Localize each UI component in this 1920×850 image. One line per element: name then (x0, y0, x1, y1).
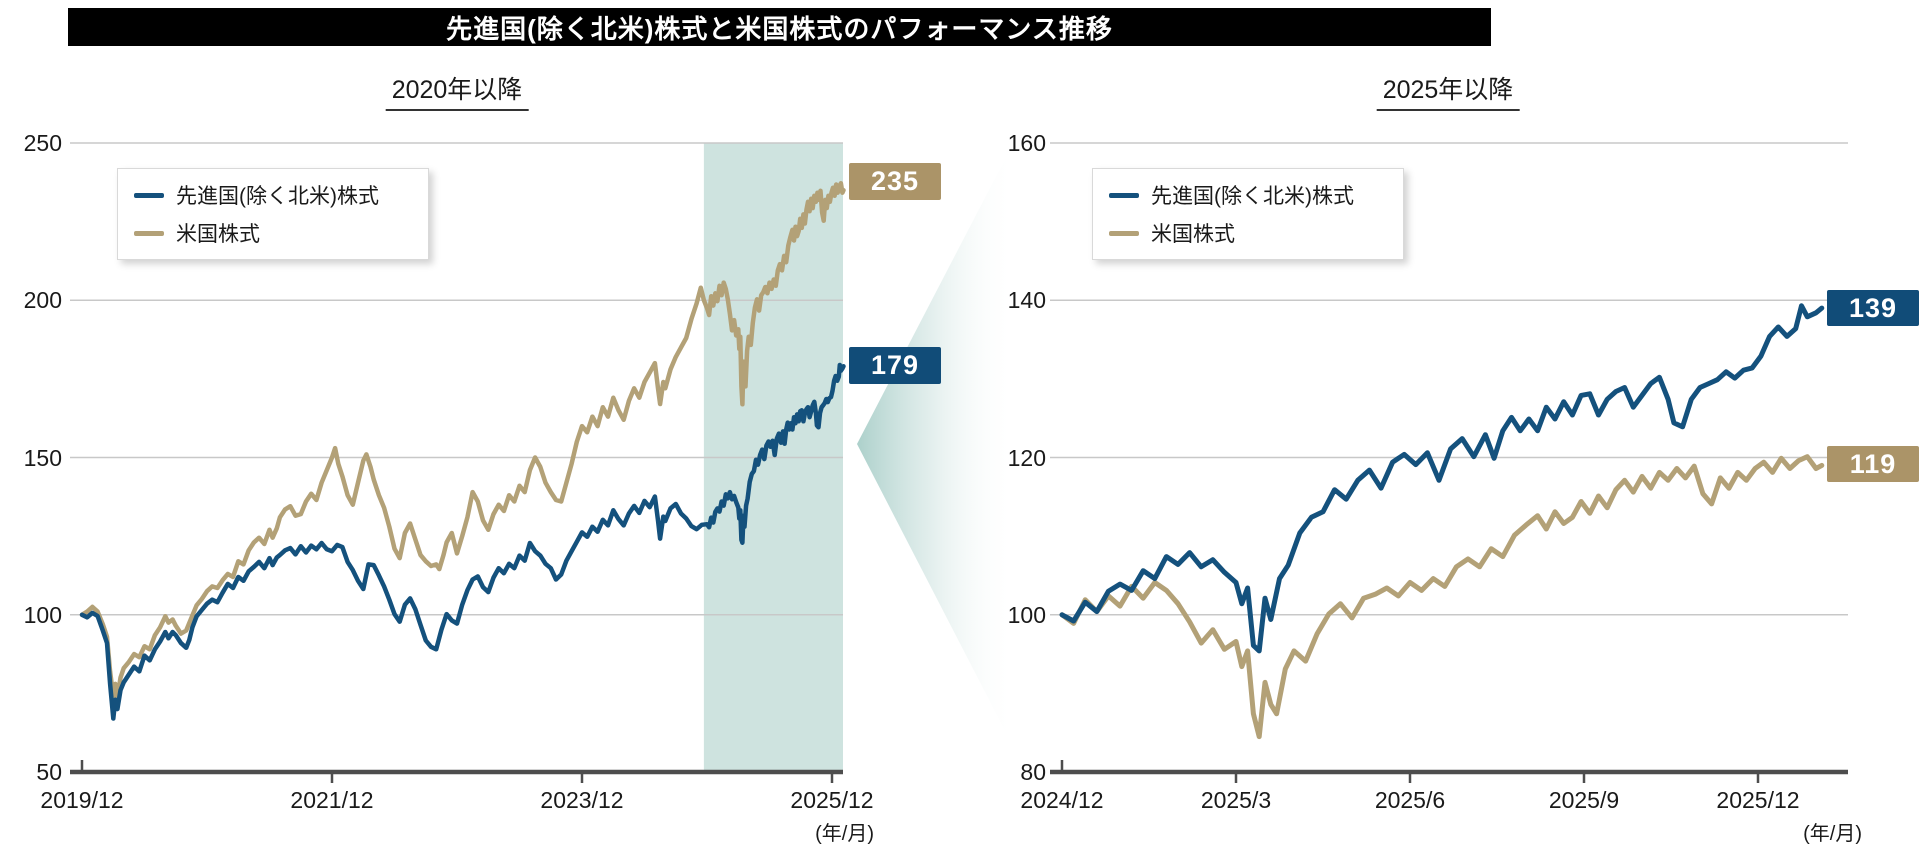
page-title: 先進国(除く北米)株式と米国株式のパフォーマンス推移 (446, 13, 1113, 44)
legend-label-intl: 先進国(除く北米)株式 (176, 185, 379, 208)
legend-label-us: 米国株式 (176, 223, 260, 246)
legend-row-us: 米国株式 (1109, 218, 1387, 248)
right-series-line-us (1059, 454, 1825, 740)
zoom-connector-funnel (857, 140, 1015, 750)
intl-line-swatch (134, 192, 164, 198)
title-bar: 先進国(除く北米)株式と米国株式のパフォーマンス推移 (68, 8, 1491, 46)
right-intl-end-value-badge: 139 (1827, 290, 1919, 326)
legend-row-us: 米国株式 (134, 218, 412, 248)
left-intl-end-value-badge: 179 (849, 347, 941, 384)
right-chart-title: 2025年以降 (1376, 70, 1520, 111)
legend-label-us: 米国株式 (1151, 223, 1235, 246)
legend-row-intl: 先進国(除く北米)株式 (134, 180, 412, 210)
left-chart-title: 2020年以降 (385, 70, 529, 111)
left-series-line-us (79, 181, 846, 701)
left-chart-legend: 先進国(除く北米)株式 米国株式 (117, 168, 429, 260)
left-series-line-intl (79, 362, 846, 721)
right-x-axis-unit: (年/月) (1803, 823, 1862, 845)
legend-label-intl: 先進国(除く北米)株式 (1151, 185, 1354, 208)
right-chart-legend: 先進国(除く北米)株式 米国株式 (1092, 168, 1404, 260)
left-x-axis-unit: (年/月) (815, 823, 874, 845)
right-chart-plot (1050, 142, 1848, 783)
legend-row-intl: 先進国(除く北米)株式 (1109, 180, 1387, 210)
us-line-swatch (1109, 230, 1139, 236)
us-line-swatch (134, 230, 164, 236)
left-chart-plot (70, 142, 846, 783)
left-us-end-value-badge: 235 (849, 163, 941, 200)
right-us-end-value-badge: 119 (1827, 446, 1919, 482)
right-series-line-intl (1059, 303, 1825, 654)
intl-line-swatch (1109, 192, 1139, 198)
